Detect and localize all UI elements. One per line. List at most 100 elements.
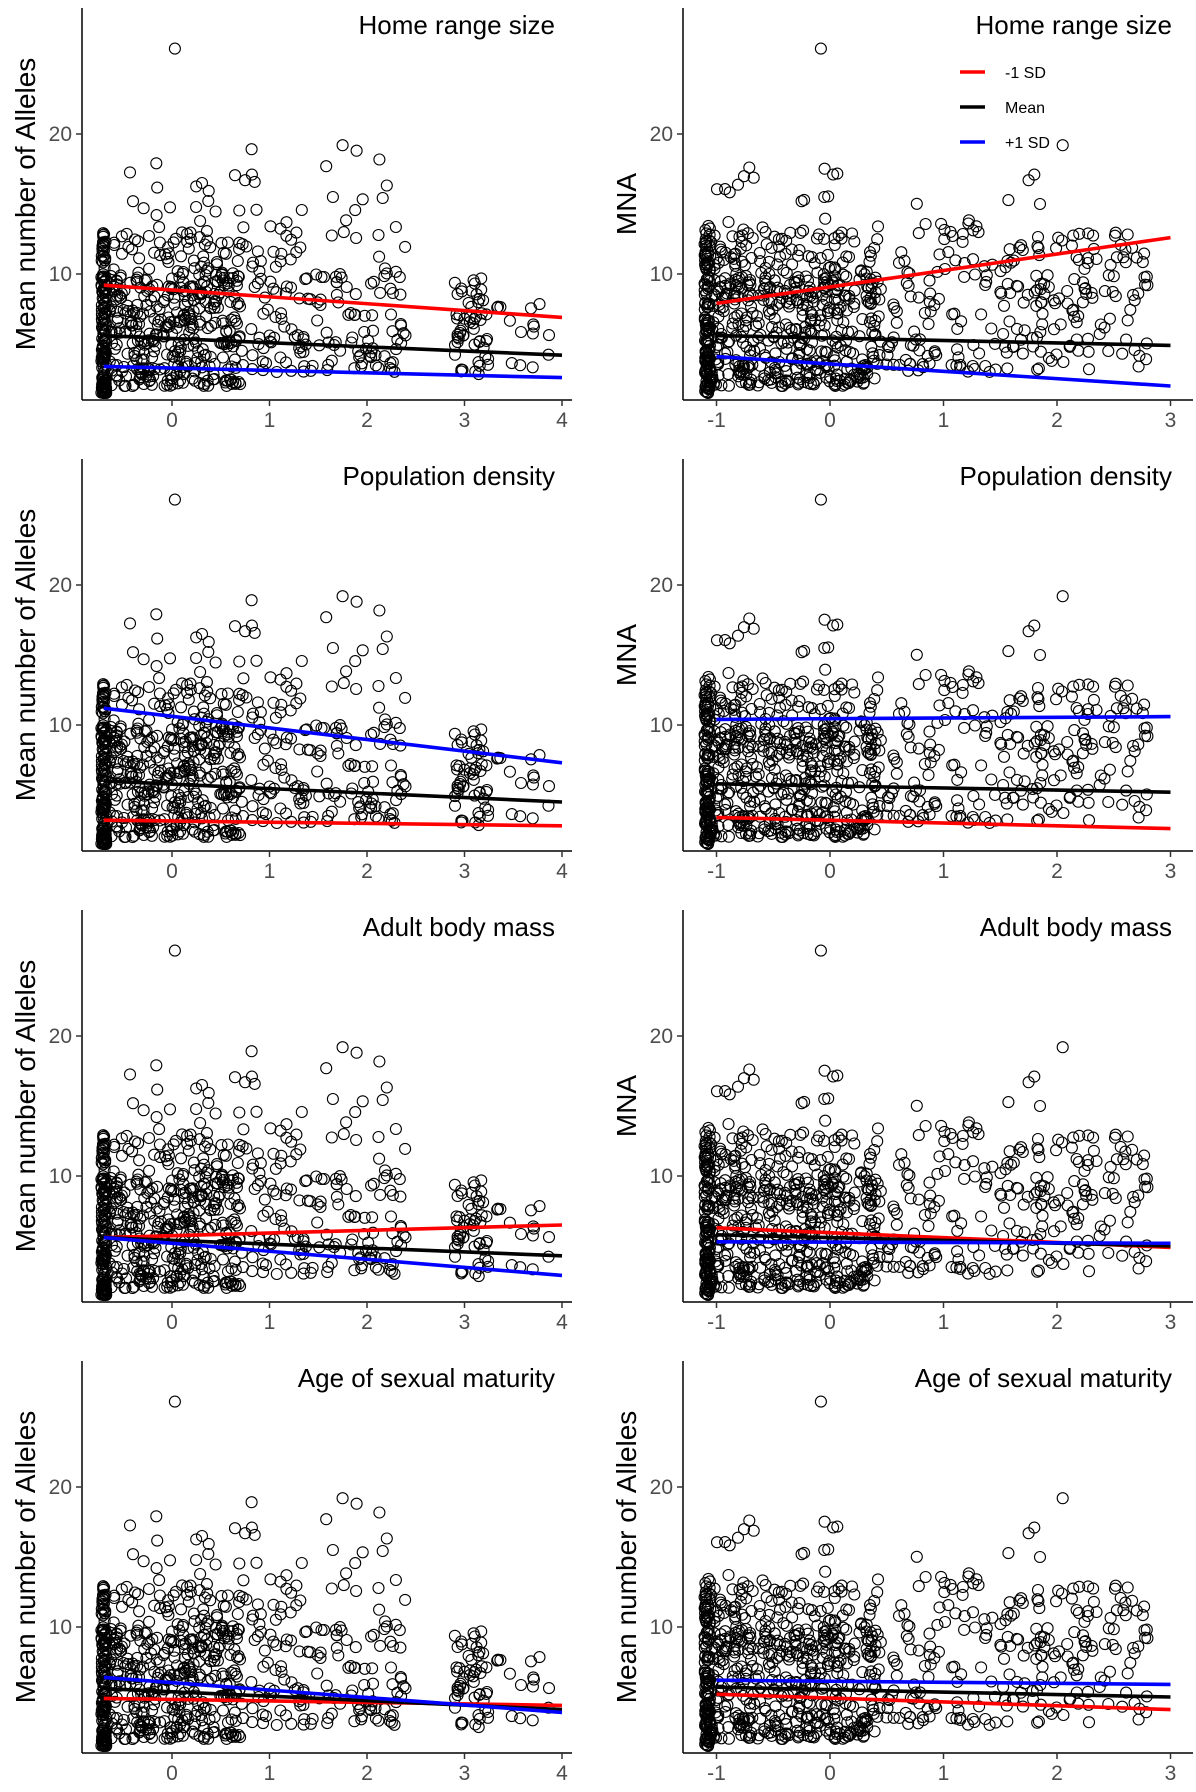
- data-point: [98, 1130, 111, 1143]
- y-axis-label: Mean number of Alleles: [10, 960, 41, 1253]
- data-point: [702, 1121, 715, 1134]
- data-point: [503, 314, 516, 327]
- data-point: [526, 812, 539, 825]
- data-point: [491, 1202, 505, 1215]
- data-point: [799, 1228, 812, 1241]
- data-point: [734, 1270, 747, 1283]
- data-point: [719, 1085, 732, 1098]
- data-point: [527, 771, 540, 784]
- data-point: [176, 1128, 189, 1141]
- data-point: [393, 271, 406, 284]
- data-point: [842, 701, 856, 715]
- data-point: [350, 595, 363, 608]
- data-point: [230, 768, 243, 781]
- data-point: [113, 740, 126, 753]
- data-point: [99, 686, 112, 699]
- data-point: [337, 226, 350, 239]
- data-point: [1130, 251, 1143, 264]
- data-point: [380, 718, 393, 731]
- data-point: [828, 378, 841, 392]
- data-point: [320, 1062, 333, 1075]
- data-point: [111, 312, 124, 325]
- x-tick-label: 2: [1051, 860, 1063, 883]
- data-point: [718, 742, 731, 755]
- data-point: [169, 683, 182, 696]
- data-point: [1076, 276, 1090, 289]
- data-point: [759, 271, 772, 284]
- data-point: [465, 1202, 478, 1215]
- data-point: [215, 788, 228, 801]
- data-point: [295, 340, 308, 353]
- data-point: [182, 1144, 195, 1157]
- data-point: [301, 743, 314, 756]
- data-point: [190, 631, 203, 644]
- data-point: [187, 1184, 200, 1197]
- data-point: [181, 295, 194, 308]
- data-point: [1093, 327, 1106, 341]
- data-point: [180, 1257, 193, 1270]
- data-point: [781, 1276, 794, 1289]
- data-point: [212, 1191, 225, 1204]
- data-point: [157, 747, 170, 760]
- data-point: [980, 269, 993, 282]
- data-point: [99, 1137, 112, 1150]
- data-point: [751, 1281, 764, 1294]
- data-point: [126, 1281, 139, 1295]
- data-point: [166, 823, 179, 836]
- data-point: [811, 266, 824, 279]
- data-point: [514, 359, 527, 372]
- data-point: [797, 826, 810, 840]
- x-tick-label: 1: [938, 860, 950, 883]
- data-point: [290, 697, 303, 710]
- data-point: [744, 1251, 757, 1264]
- data-point: [345, 336, 358, 349]
- data-point: [97, 790, 110, 803]
- data-point: [709, 378, 723, 391]
- data-point: [222, 1239, 235, 1252]
- data-point: [187, 322, 200, 335]
- data-point: [113, 326, 126, 339]
- data-point: [805, 787, 819, 800]
- data-point: [246, 1162, 259, 1175]
- data-point: [542, 329, 556, 342]
- data-point: [997, 299, 1011, 312]
- data-point: [320, 611, 333, 624]
- data-point: [219, 698, 232, 711]
- line-1-sd: [716, 815, 1171, 831]
- data-point: [462, 1198, 475, 1211]
- data-point: [983, 365, 996, 378]
- data-point: [732, 275, 745, 288]
- data-point: [798, 644, 811, 657]
- data-point: [330, 1178, 343, 1191]
- data-point: [1132, 738, 1145, 751]
- data-point: [157, 1198, 170, 1211]
- data-point: [373, 604, 386, 617]
- data-point: [169, 1134, 182, 1147]
- data-point: [737, 1072, 751, 1085]
- data-point: [816, 740, 829, 753]
- data-point: [107, 714, 120, 727]
- data-point: [514, 776, 528, 790]
- data-point: [866, 347, 879, 360]
- data-point: [367, 726, 380, 739]
- data-point: [1016, 243, 1029, 257]
- data-point: [793, 824, 806, 837]
- data-point: [793, 1146, 806, 1159]
- data-point: [747, 622, 760, 635]
- data-point: [1001, 705, 1014, 718]
- data-point: [317, 1172, 331, 1186]
- data-point: [738, 259, 751, 272]
- data-point: [890, 305, 903, 318]
- data-point: [126, 830, 139, 844]
- data-point: [111, 763, 124, 776]
- data-point: [919, 668, 932, 682]
- data-point: [261, 754, 274, 767]
- data-point: [193, 766, 206, 779]
- data-point: [245, 774, 258, 787]
- data-point: [97, 678, 110, 691]
- data-point: [862, 732, 875, 746]
- data-point: [218, 279, 231, 292]
- data-point: [393, 722, 406, 735]
- data-point: [246, 349, 259, 362]
- data-point: [1002, 194, 1015, 207]
